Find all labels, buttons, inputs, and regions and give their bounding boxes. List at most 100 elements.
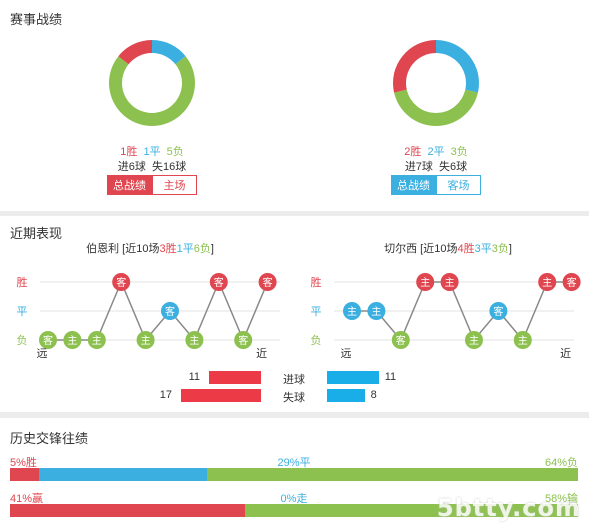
form-venue-label: 主 [189,335,199,347]
conceded-right-bar [327,389,365,402]
history-segment-loss [207,468,578,481]
right-form-prefix: [近10场 [417,243,458,255]
form-point [258,273,277,291]
form-venue-label: 客 [116,276,126,289]
form-venue-label: 主 [141,335,151,347]
left-goals-summary: 进6球 失16球 [117,161,187,173]
left-team-name: 伯恩利 [86,243,120,255]
form-venue-label: 客 [493,305,503,318]
left-form-losses: 6负 [193,243,211,255]
history-panel: 历史交锋往绩 5%胜 29%平 64%负 41%赢 0%走 58%输 5btty… [0,418,589,528]
form-y-label: 平 [17,306,28,318]
right-form-summary: 切尔西 [近10场4胜3平3负] [338,240,558,256]
form-y-label: 平 [311,306,322,318]
right-record-summary: 2胜 2平 3负 [376,143,496,159]
right-away-button[interactable]: 客场 [436,175,481,195]
right-draw-count: 2平 [427,146,445,158]
left-form-suffix: ] [210,243,214,255]
form-point [234,331,253,349]
conceded-left-value: 17 [159,389,172,401]
right-record-donut [393,40,479,126]
form-point [112,273,131,291]
goals-right-value: 11 [384,371,397,383]
right-goals-summary: 进7球 失6球 [404,161,468,173]
form-x-far-label: 远 [37,347,48,360]
form-venue-label: 客 [263,276,273,289]
section-title-recent: 近期表现 [10,226,63,241]
goals-left-value: 11 [188,371,200,383]
form-venue-label: 主 [92,335,102,347]
conceded-right-value: 8 [370,389,377,401]
right-team-name: 切尔西 [384,243,418,255]
form-x-far-label: 远 [341,347,352,360]
watermark: 5btty.com [436,494,581,522]
form-venue-label: 主 [67,335,77,347]
history-bar1-draw-label: 29%平 [277,457,311,469]
form-line [352,281,572,342]
donut-slice-win [393,40,436,93]
history-bar1-win-label: 5%胜 [10,457,37,469]
form-venue-label: 客 [567,276,577,289]
left-total-record-button[interactable]: 总战绩 [107,175,152,195]
form-point [465,331,483,349]
history-bar2 [10,504,578,517]
form-point [209,273,228,291]
left-form-draws: 1平 [176,243,194,255]
right-total-record-button[interactable]: 总战绩 [391,175,436,195]
form-point [562,273,581,291]
form-venue-label: 客 [238,334,248,347]
right-loss-count: 3负 [450,146,468,158]
form-point [136,331,155,349]
left-home-button[interactable]: 主场 [152,175,197,195]
donut-slice-draw [152,40,186,65]
form-venue-label: 主 [371,306,381,318]
left-record-summary: 1胜 1平 5负 [92,143,212,159]
record-panel: 赛事战绩 1胜 1平 5负 进6球 失16球 总战绩 主场 2胜 2平 3负 进… [0,0,589,211]
right-form-draws: 3平 [474,243,492,255]
form-venue-label: 主 [469,335,479,347]
form-point [391,331,410,349]
form-point [489,302,508,320]
section-title-record: 赛事战绩 [10,12,63,27]
history-bar2-draw-label: 0%走 [280,493,308,505]
form-y-label: 负 [17,333,28,347]
form-venue-label: 主 [518,335,528,347]
conceded-label: 失球 [283,392,305,404]
history-segment-win [10,468,39,481]
form-venue-label: 主 [445,277,455,289]
history-segment-win [10,504,246,517]
form-point [538,273,557,291]
left-loss-count: 5负 [166,146,184,158]
left-win-count: 1胜 [120,146,138,158]
history-segment-loss [245,504,578,517]
history-bar2-win-label: 41%赢 [10,493,44,505]
recent-panel: 近期表现 伯恩利 [近10场3胜1平6负] 切尔西 [近10场4胜3平3负] 胜… [0,216,589,412]
right-form-losses: 3负 [491,243,509,255]
form-venue-label: 主 [420,277,430,289]
history-bar2-loss-label: 58%输 [544,493,578,505]
right-form-chart: 胜平负主 主客主 主主客主主 客远近 [311,273,581,360]
form-point [440,273,459,291]
form-point [343,302,361,320]
form-point [416,273,435,291]
form-point [161,302,179,320]
goals-left-bar [209,371,261,384]
form-point [185,331,204,349]
form-x-near-label: 近 [560,347,571,360]
form-venue-label: 客 [396,334,406,347]
section-title-history: 历史交锋往绩 [10,431,89,446]
form-line [48,280,269,342]
left-form-chart: 胜平负客主主客主客主客客客远近 [17,273,280,360]
history-bar1-loss-label: 64%负 [544,457,578,469]
form-venue-label: 客 [214,276,224,289]
donut-slice-loss [394,89,478,126]
form-y-label: 负 [311,333,322,347]
form-point [87,331,106,349]
right-win-count: 2胜 [404,146,422,158]
history-segment-draw [38,468,208,481]
donut-slice-draw [436,40,479,93]
right-form-wins: 4胜 [457,243,475,255]
goals-label: 进球 [283,374,305,386]
left-draw-count: 1平 [143,146,161,158]
form-y-label: 胜 [17,275,28,289]
